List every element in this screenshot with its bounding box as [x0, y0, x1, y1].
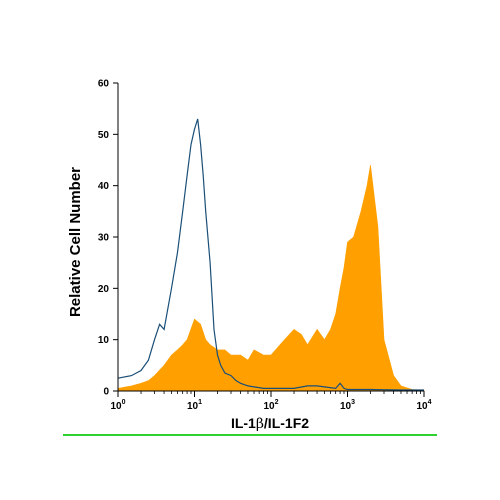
y-tick-label: 0 — [103, 387, 109, 398]
y-tick-label: 50 — [98, 130, 110, 141]
x-tick-label: 101 — [187, 399, 202, 412]
x-axis-title: IL-1β/IL-1F2 — [231, 415, 309, 432]
x-axis-title-main: IL-1 — [231, 415, 256, 431]
y-axis-title: Relative Cell Number — [67, 167, 84, 317]
y-tick-label: 30 — [98, 233, 110, 244]
y-tick-label: 40 — [98, 181, 110, 192]
series-filled-area — [117, 165, 425, 392]
x-tick-label: 102 — [263, 399, 278, 412]
x-axis-title-rest: /IL-1F2 — [264, 415, 309, 431]
x-tick-label: 103 — [340, 399, 355, 412]
y-tick-label: 20 — [98, 284, 110, 295]
plot-area — [117, 118, 425, 392]
y-tick-label: 10 — [98, 335, 110, 346]
x-axis-title-greek: β — [256, 416, 264, 432]
y-tick-label: 60 — [98, 79, 110, 90]
axes: 0 10 20 30 40 50 60 100 101 102 103 104 — [98, 79, 432, 413]
x-tick-label: 100 — [110, 399, 125, 412]
x-tick-label: 104 — [416, 399, 431, 412]
series-outline-line — [117, 118, 424, 391]
